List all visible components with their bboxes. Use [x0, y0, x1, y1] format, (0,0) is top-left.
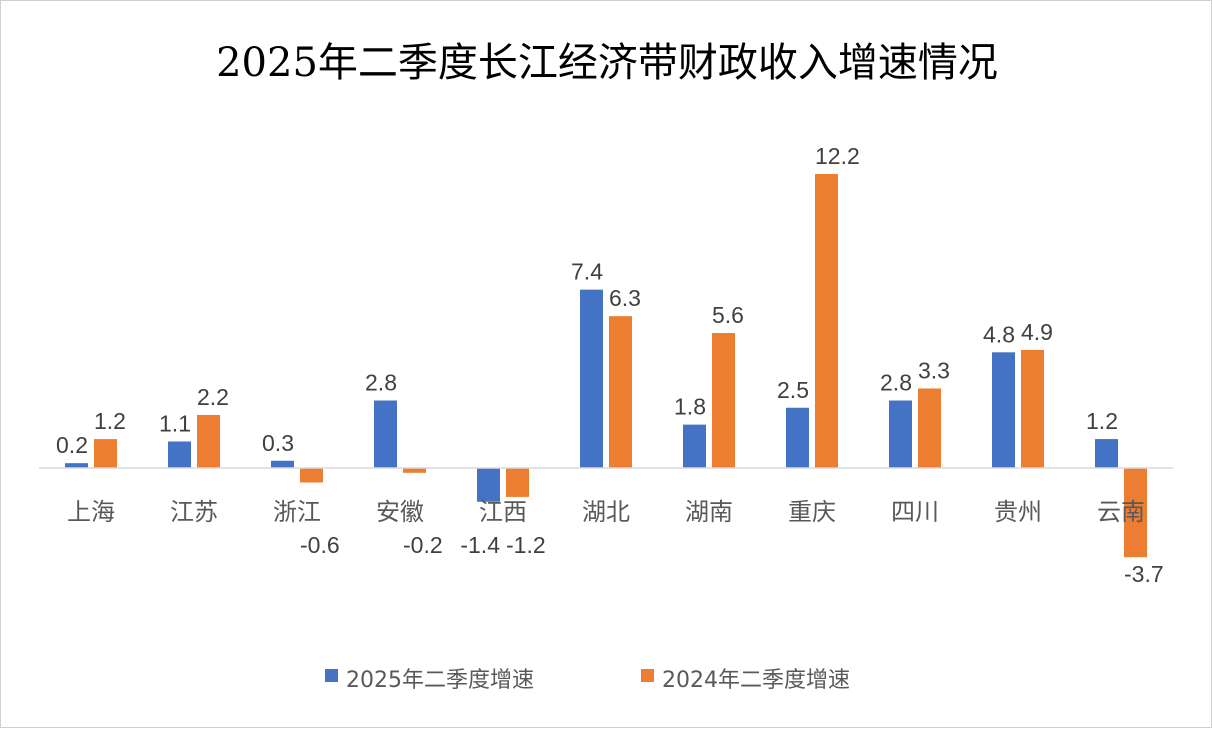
- category-label: 安徽: [376, 498, 424, 526]
- data-label: -0.2: [403, 532, 443, 558]
- legend: 2025年二季度增速 2024年二季度增速: [325, 668, 850, 693]
- data-label: 4.8: [983, 321, 1015, 347]
- legend-label-2025: 2025年二季度增速: [346, 668, 534, 693]
- bar-2025: [992, 352, 1015, 468]
- bar-2024: [94, 439, 117, 468]
- category-label: 湖南: [685, 498, 733, 526]
- bar-2025: [65, 463, 88, 468]
- data-label: 12.2: [815, 143, 860, 169]
- data-label: 1.2: [1086, 408, 1118, 434]
- category-label: 四川: [891, 498, 939, 526]
- bar-2025: [168, 441, 191, 468]
- bar-2024: [712, 333, 735, 468]
- data-label: 3.3: [918, 357, 950, 383]
- bar-2025: [889, 400, 912, 468]
- bar-2024: [506, 468, 529, 497]
- bar-2024: [815, 173, 838, 469]
- bar-2024: [197, 414, 220, 468]
- data-label: 2.8: [365, 370, 397, 396]
- category-label: 上海: [67, 498, 115, 526]
- category-label: 云南: [1097, 498, 1145, 526]
- data-label: 2.2: [197, 384, 229, 410]
- bar-2024: [918, 388, 941, 468]
- category-label: 浙江: [273, 498, 321, 526]
- data-label: 0.3: [262, 430, 294, 456]
- legend-label-2024: 2024年二季度增速: [662, 668, 850, 693]
- bar-2025: [477, 468, 500, 502]
- category-label: 江苏: [170, 498, 218, 526]
- bar-2024: [609, 316, 632, 468]
- data-label: 0.2: [56, 432, 88, 458]
- bar-2024: [300, 468, 323, 483]
- data-label: 1.2: [94, 408, 126, 434]
- data-label: 4.9: [1021, 319, 1053, 345]
- data-label: 1.8: [674, 394, 706, 420]
- data-label: 7.4: [571, 259, 603, 285]
- data-label: 1.1: [159, 410, 191, 436]
- data-label: -1.4: [460, 532, 500, 558]
- category-label: 重庆: [788, 498, 836, 526]
- data-label: 6.3: [609, 285, 641, 311]
- bar-2025: [374, 400, 397, 468]
- data-label: -3.7: [1124, 561, 1164, 587]
- data-label: -1.2: [506, 532, 546, 558]
- data-label: 2.5: [777, 377, 809, 403]
- bar-2024: [403, 468, 426, 473]
- category-label: 江西: [479, 498, 527, 526]
- bar-2025: [580, 289, 603, 468]
- bar-2025: [786, 407, 809, 468]
- data-label: 5.6: [712, 302, 744, 328]
- chart-title: 2025年二季度长江经济带财政收入增速情况: [216, 40, 998, 86]
- legend-swatch-2024: [641, 669, 654, 682]
- category-label: 贵州: [994, 498, 1042, 526]
- bar-2025: [683, 424, 706, 468]
- data-label: -0.6: [300, 532, 340, 558]
- bar-2024: [1021, 349, 1044, 468]
- bar-2024: [1124, 468, 1147, 558]
- bar-2025: [271, 460, 294, 468]
- legend-swatch-2025: [325, 669, 338, 682]
- category-label: 湖北: [582, 498, 630, 526]
- data-label: 2.8: [880, 370, 912, 396]
- bar-2025: [1095, 439, 1118, 468]
